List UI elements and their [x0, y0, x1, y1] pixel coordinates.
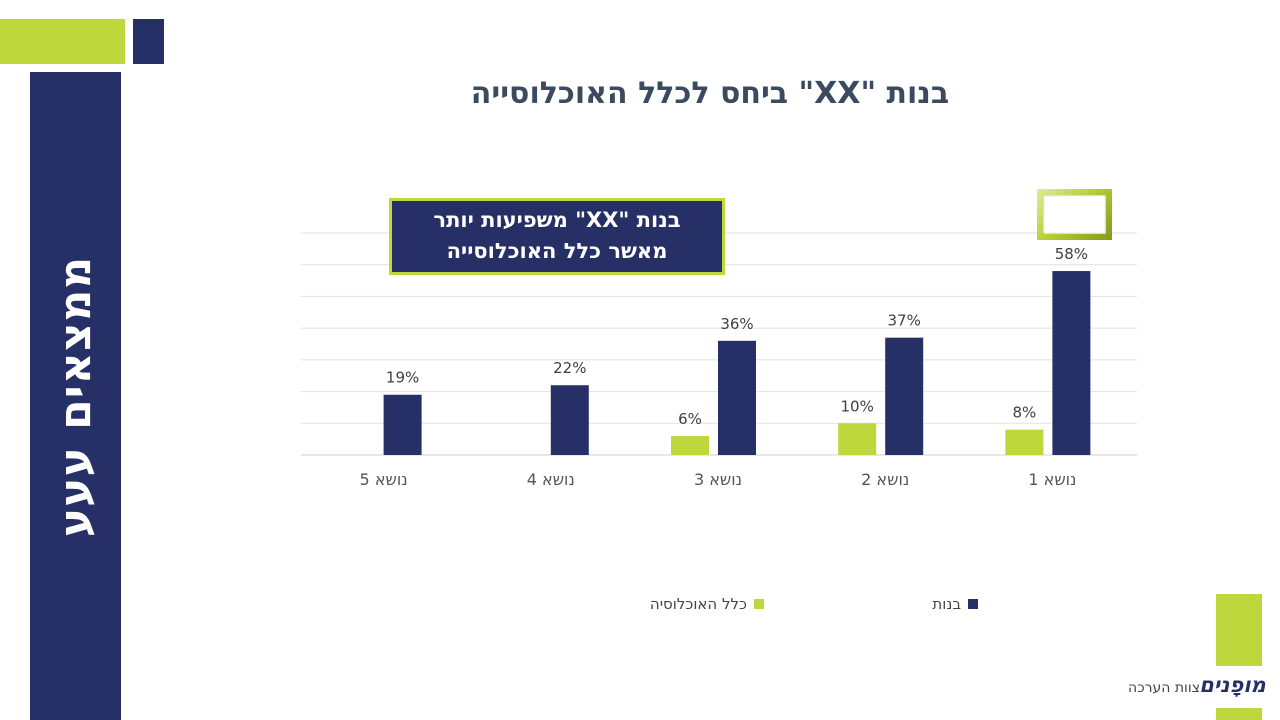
footer-team-label: צוות הערכה [1128, 680, 1200, 696]
decorative-green-block [1216, 594, 1262, 666]
decorative-green-block [1216, 708, 1262, 720]
decorative-green-block [0, 19, 125, 64]
bar [718, 340, 756, 455]
decorative-navy-block [133, 19, 164, 64]
data-label: 37% [888, 312, 921, 330]
legend-label-population: כלל האוכלוסיה [649, 595, 747, 613]
data-labels: 8% 58% 10% 37% 6% 36% 22% 19% [386, 245, 1088, 428]
legend-item-population: כלל האוכלוסיה [650, 593, 764, 615]
data-label: 19% [386, 369, 419, 387]
callout-line-1: בנות "XX" משפיעות יותר [433, 208, 681, 232]
data-label: 10% [841, 397, 874, 415]
data-label: 58% [1055, 245, 1088, 263]
bars [383, 271, 1091, 455]
chart-legend: כלל האוכלוסיה בנות [600, 593, 978, 615]
data-label: 22% [553, 359, 586, 377]
category-label: נושא 3 [694, 470, 742, 489]
category-label: נושא 1 [1028, 470, 1076, 489]
bar [1005, 429, 1044, 455]
side-bar [30, 72, 121, 720]
bar [885, 337, 924, 455]
legend-item-girls: בנות [932, 593, 978, 615]
bar [1052, 271, 1091, 455]
logo: מופָנים [1199, 673, 1266, 697]
legend-swatch-green [754, 599, 764, 609]
legend-label-girls: בנות [932, 595, 961, 613]
slide-title: בנות "XX" ביחס לכלל האוכלוסייה [470, 76, 950, 111]
bar [550, 385, 589, 455]
bar [383, 394, 422, 455]
category-label: נושא 5 [360, 470, 408, 489]
category-labels: נושא 1 נושא 2 נושא 3 נושא 4 נושא 5 [360, 470, 1077, 489]
data-label: 36% [720, 315, 753, 333]
bar [671, 435, 709, 455]
callout-box: בנות "XX" משפיעות יותר מאשר כלל האוכלוסי… [389, 198, 725, 275]
callout-line-2: מאשר כלל האוכלוסייה [446, 239, 668, 263]
bar [838, 423, 877, 455]
category-label: נושא 2 [861, 470, 909, 489]
data-label: 6% [678, 410, 702, 428]
legend-swatch-navy [968, 599, 978, 609]
category-label: נושא 4 [527, 470, 575, 489]
data-label: 8% [1013, 404, 1037, 422]
empty-framed-box [1037, 189, 1112, 240]
